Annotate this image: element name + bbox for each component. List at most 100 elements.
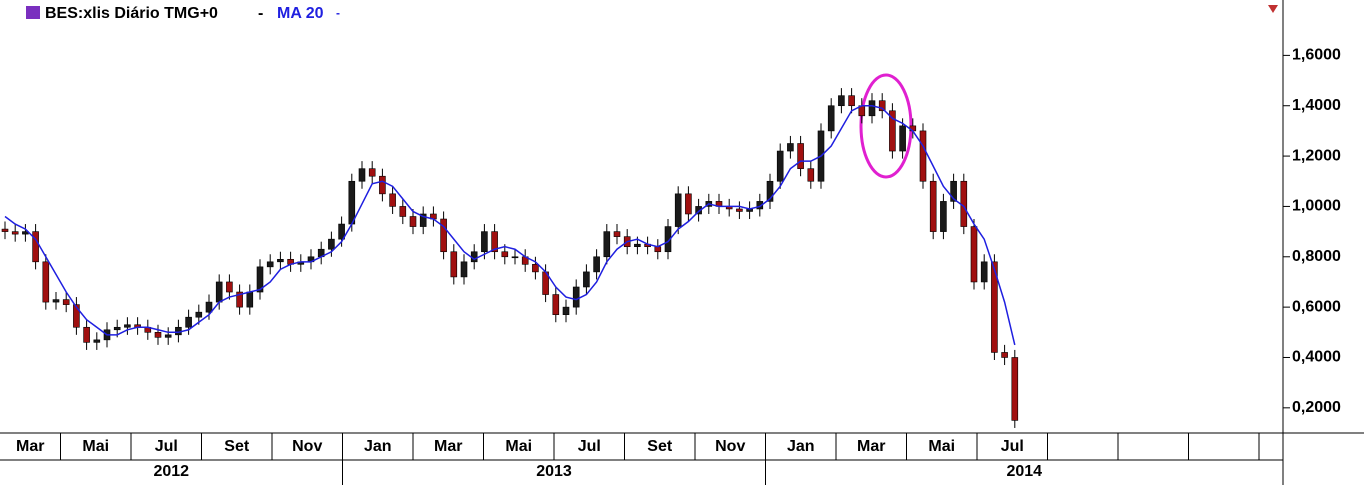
x-tick-label: Mar [434, 438, 462, 455]
candle-body [695, 206, 702, 215]
candle-body [980, 261, 988, 283]
candle-body [1011, 357, 1019, 421]
year-label: 2012 [153, 463, 189, 480]
candle-body [929, 180, 937, 232]
candle-body [787, 143, 794, 152]
year-label: 2014 [1006, 463, 1042, 480]
x-tick-label: Set [647, 438, 673, 455]
candle-body [399, 206, 407, 217]
year-label: 2013 [536, 463, 572, 480]
legend-ma-suffix: - [336, 6, 340, 20]
candle-body [868, 100, 876, 117]
candle-body [481, 231, 488, 253]
candle-body [419, 213, 427, 227]
candle-body [328, 238, 335, 250]
candle-body [552, 294, 560, 315]
candle-body [603, 231, 611, 258]
candle-body [358, 168, 366, 182]
candle-body [32, 231, 39, 263]
candle-body [491, 231, 498, 253]
candle-body [266, 261, 274, 268]
candle-body [226, 281, 233, 293]
candle-body [52, 299, 60, 303]
candle-body [164, 334, 172, 338]
candle-body [838, 95, 845, 107]
candle-body [185, 316, 192, 328]
candle-body [83, 326, 90, 343]
candle-body [776, 150, 784, 182]
candle-body [736, 208, 743, 212]
candle-body [450, 251, 458, 278]
candle-body [113, 326, 121, 331]
candle-body [215, 281, 223, 303]
candle-body [532, 264, 539, 273]
x-tick-label: Mar [857, 438, 885, 455]
candle-body [919, 130, 927, 182]
x-tick-label: Set [224, 438, 250, 455]
candle-body [11, 231, 19, 235]
legend-ma: MA 20 [277, 5, 324, 22]
candle-body [42, 261, 50, 303]
candle-body [368, 168, 376, 177]
y-tick-label: 1,0000 [1292, 198, 1341, 215]
y-tick-label: 0,6000 [1292, 298, 1341, 315]
candle-body [277, 258, 284, 263]
candle-body [246, 291, 254, 308]
x-tick-label: Jul [1001, 438, 1024, 455]
candle-body [797, 143, 804, 169]
candle-body [154, 332, 162, 338]
candle-body [124, 324, 131, 328]
candle-body [634, 243, 641, 248]
candle-body [1001, 352, 1008, 358]
candle-body [379, 175, 386, 195]
x-tick-label: Jul [155, 438, 178, 455]
candle-body [827, 105, 835, 132]
candle-body [389, 193, 396, 207]
candle-body [613, 231, 621, 237]
x-tick-label: Jan [364, 438, 392, 455]
candle-body [756, 201, 764, 210]
candle-body [409, 216, 417, 227]
candle-body [501, 251, 509, 258]
y-tick-label: 1,2000 [1292, 147, 1341, 164]
x-tick-label: Nov [292, 438, 322, 455]
y-tick-label: 1,6000 [1292, 47, 1341, 64]
candle-body [583, 271, 590, 288]
candle-body [440, 218, 447, 253]
candle-body [766, 180, 774, 202]
candle-body [899, 125, 906, 152]
candle-body [236, 291, 243, 308]
candle-body [960, 180, 968, 227]
chart-title: BES:xlis Diário TMG+0 [45, 5, 218, 22]
ma-line [4, 104, 1016, 346]
candle-body [674, 193, 682, 227]
candle-body [970, 226, 978, 283]
candle-body [470, 251, 478, 263]
x-tick-label: Mai [82, 438, 109, 455]
candle-body [511, 256, 519, 259]
candle-body [195, 311, 203, 318]
candle-body [940, 201, 947, 232]
candle-body [878, 100, 886, 112]
candle-body [848, 95, 855, 107]
candle-body [685, 193, 692, 215]
y-tick-label: 0,8000 [1292, 248, 1341, 265]
candle-body [889, 110, 896, 152]
y-tick-label: 0,2000 [1292, 399, 1341, 416]
candle-body [991, 261, 998, 353]
candle-body [572, 286, 580, 308]
x-tick-label: Mai [928, 438, 955, 455]
candle-body [205, 301, 213, 313]
candle-body [950, 180, 957, 202]
x-tick-label: Nov [715, 438, 745, 455]
x-tick-label: Jan [787, 438, 815, 455]
candle-body [593, 256, 600, 273]
candle-body [348, 180, 356, 225]
x-tick-label: Jul [578, 438, 601, 455]
corner-icon [1268, 5, 1278, 13]
candle-body [338, 223, 345, 240]
y-tick-label: 0,4000 [1292, 349, 1341, 366]
candle-body [460, 261, 468, 278]
